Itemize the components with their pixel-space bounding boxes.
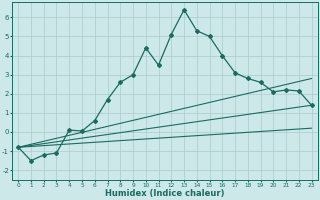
X-axis label: Humidex (Indice chaleur): Humidex (Indice chaleur) [105, 189, 225, 198]
